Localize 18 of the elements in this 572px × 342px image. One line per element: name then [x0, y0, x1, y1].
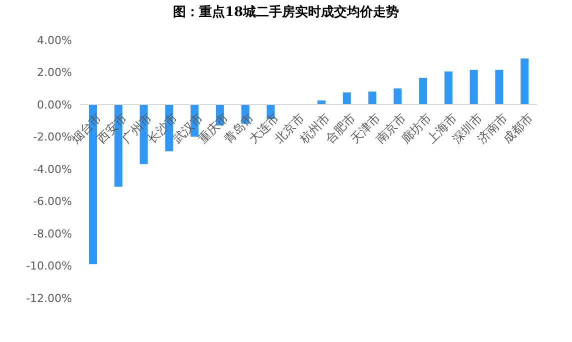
- bar: [419, 78, 428, 104]
- bar: [520, 58, 529, 104]
- y-tick-label: -10.00%: [26, 260, 72, 273]
- y-tick-label: 2.00%: [37, 66, 72, 80]
- bar: [470, 70, 478, 104]
- y-tick-label: -12.00%: [26, 292, 72, 305]
- y-tick-label: 0.00%: [37, 98, 72, 112]
- y-tick-label: -8.00%: [33, 227, 72, 240]
- bar: [368, 92, 376, 104]
- y-tick-label: -4.00%: [33, 162, 72, 176]
- y-tick-label: -2.00%: [33, 130, 72, 144]
- y-tick-label: -6.00%: [33, 195, 72, 208]
- chart-title: 图：重点18城二手房实时成交均价走势: [172, 4, 400, 22]
- bar: [394, 88, 402, 104]
- bar: [342, 92, 351, 104]
- bar: [444, 71, 452, 104]
- bar: [495, 70, 504, 104]
- y-tick-label: 4.00%: [37, 34, 72, 47]
